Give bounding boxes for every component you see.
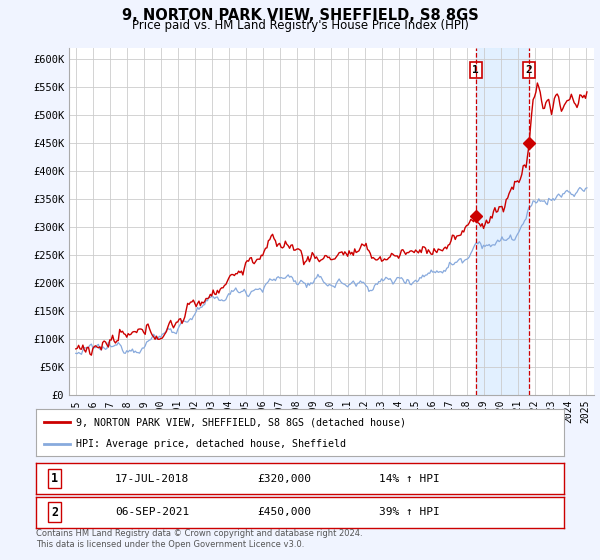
Text: 39% ↑ HPI: 39% ↑ HPI <box>379 507 440 517</box>
Text: 2: 2 <box>51 506 58 519</box>
Text: 9, NORTON PARK VIEW, SHEFFIELD, S8 8GS (detached house): 9, NORTON PARK VIEW, SHEFFIELD, S8 8GS (… <box>76 417 406 427</box>
Text: 2: 2 <box>526 65 532 75</box>
Text: 14% ↑ HPI: 14% ↑ HPI <box>379 474 440 483</box>
Text: HPI: Average price, detached house, Sheffield: HPI: Average price, detached house, Shef… <box>76 438 346 449</box>
Text: 9, NORTON PARK VIEW, SHEFFIELD, S8 8GS: 9, NORTON PARK VIEW, SHEFFIELD, S8 8GS <box>122 8 478 24</box>
Text: 17-JUL-2018: 17-JUL-2018 <box>115 474 190 483</box>
Text: Contains HM Land Registry data © Crown copyright and database right 2024.
This d: Contains HM Land Registry data © Crown c… <box>36 529 362 549</box>
Text: 1: 1 <box>51 472 58 485</box>
Text: 06-SEP-2021: 06-SEP-2021 <box>115 507 190 517</box>
Bar <box>476 48 529 395</box>
Text: Price paid vs. HM Land Registry's House Price Index (HPI): Price paid vs. HM Land Registry's House … <box>131 19 469 32</box>
Text: £450,000: £450,000 <box>258 507 312 517</box>
Text: £320,000: £320,000 <box>258 474 312 483</box>
Text: 1: 1 <box>472 65 479 75</box>
